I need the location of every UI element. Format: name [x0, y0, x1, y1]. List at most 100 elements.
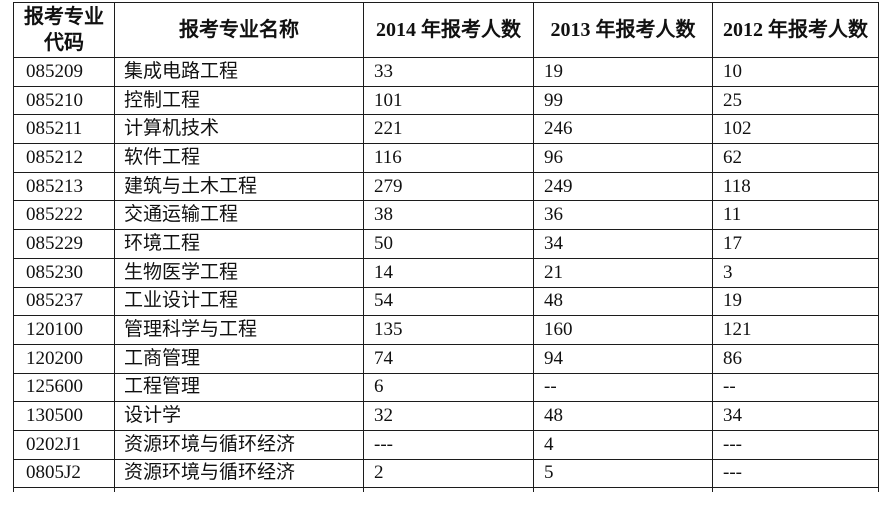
cell-2014-applicants: 32	[363, 401, 534, 431]
cell-major-name: 设计学	[114, 401, 364, 431]
cell-2014-applicants: 14	[363, 257, 534, 288]
cell-major-name: 环境工程	[114, 229, 364, 259]
cell-major-name: 生物医学工程	[114, 257, 364, 288]
cell-major-name: 建筑与土木工程	[114, 171, 364, 202]
cell-major-code: 085211	[13, 114, 115, 145]
table-row: 130500 设计学 32 48 34	[13, 401, 879, 431]
cell-2013-applicants: 160	[533, 315, 713, 345]
cell-2012-applicants: 19	[712, 286, 879, 317]
table-row: 120100 管理科学与工程 135 160 121	[13, 315, 879, 345]
table-row: 085222 交通运输工程 38 36 11	[13, 200, 879, 231]
cell-2012-applicants: 25	[712, 85, 879, 116]
table-row: 085209 集成电路工程 33 19 10	[13, 57, 879, 87]
col-header-2013-applicants: 2013 年报考人数	[533, 2, 713, 58]
table-row: 085213 建筑与土木工程 279 249 118	[13, 171, 879, 202]
cell-2013-applicants: 96	[533, 143, 713, 173]
cell-2012-applicants: 118	[712, 171, 879, 202]
col-header-2014-applicants: 2014 年报考人数	[363, 2, 534, 58]
cell-2012-applicants: 102	[712, 114, 879, 145]
cell-major-code: 120100	[13, 315, 115, 345]
table-body: 085209 集成电路工程 33 19 10 085210 控制工程 101 99 25 08521…	[13, 57, 879, 489]
header-row: 报考专业 代码 报考专业名称 2014 年报考人数 2013 年报考人数 201…	[13, 2, 879, 58]
cell-2012-applicants: 3	[712, 257, 879, 288]
cell-2012-applicants: 11	[712, 200, 879, 231]
table-row: 085212 软件工程 116 96 62	[13, 143, 879, 173]
cell-2014-applicants: ---	[363, 429, 534, 460]
cell-2013-applicants: 246	[533, 114, 713, 145]
cell-major-code: 120200	[13, 343, 115, 374]
cell-2014-applicants: 2	[363, 458, 534, 489]
table-row: 085229 环境工程 50 34 17	[13, 229, 879, 259]
cell-2012-applicants: 121	[712, 315, 879, 345]
col-header-major-code: 报考专业 代码	[13, 2, 115, 58]
cell-2013-applicants: 99	[533, 85, 713, 116]
cell-2014-applicants: 279	[363, 171, 534, 202]
cell-major-name: 工商管理	[114, 343, 364, 374]
table-row: 085230 生物医学工程 14 21 3	[13, 257, 879, 288]
cell-2013-applicants: 94	[533, 343, 713, 374]
table-footer	[13, 487, 879, 492]
cell-2012-applicants: ---	[712, 429, 879, 460]
cell-major-code: 125600	[13, 372, 115, 403]
table-row: 085210 控制工程 101 99 25	[13, 85, 879, 116]
col-header-2012-applicants: 2012 年报考人数	[712, 2, 879, 58]
table-row: 125600 工程管理 6 -- --	[13, 372, 879, 403]
cell-2014-applicants: 74	[363, 343, 534, 374]
cell-major-name: 交通运输工程	[114, 200, 364, 231]
cell-major-name: 集成电路工程	[114, 57, 364, 87]
table-row: 085211 计算机技术 221 246 102	[13, 114, 879, 145]
cell-major-code: 085212	[13, 143, 115, 173]
cell-2012-applicants: 17	[712, 229, 879, 259]
cell-2013-applicants: --	[533, 372, 713, 403]
cell-2012-applicants: 86	[712, 343, 879, 374]
cell-2013-applicants: 36	[533, 200, 713, 231]
cell-2013-applicants: 19	[533, 57, 713, 87]
cutoff-stub-cell	[114, 487, 364, 492]
cell-2013-applicants: 48	[533, 286, 713, 317]
cell-2013-applicants: 48	[533, 401, 713, 431]
cell-2014-applicants: 50	[363, 229, 534, 259]
cell-2012-applicants: 62	[712, 143, 879, 173]
cell-2014-applicants: 33	[363, 57, 534, 87]
cell-2014-applicants: 101	[363, 85, 534, 116]
cell-major-name: 资源环境与循环经济	[114, 458, 364, 489]
cell-major-code: 085210	[13, 85, 115, 116]
cell-major-name: 计算机技术	[114, 114, 364, 145]
cell-major-code: 130500	[13, 401, 115, 431]
cutoff-stub-cell	[712, 487, 879, 492]
cutoff-stub-cell	[363, 487, 534, 492]
table-row: 0805J2 资源环境与循环经济 2 5 ---	[13, 458, 879, 489]
cutoff-stub-cell	[533, 487, 713, 492]
cell-2014-applicants: 6	[363, 372, 534, 403]
cell-2012-applicants: ---	[712, 458, 879, 489]
cell-2014-applicants: 135	[363, 315, 534, 345]
table-header: 报考专业 代码 报考专业名称 2014 年报考人数 2013 年报考人数 201…	[13, 2, 879, 58]
cell-2012-applicants: 10	[712, 57, 879, 87]
cell-major-name: 工业设计工程	[114, 286, 364, 317]
cell-major-name: 资源环境与循环经济	[114, 429, 364, 460]
cell-2013-applicants: 4	[533, 429, 713, 460]
cutoff-row-stub	[13, 487, 879, 492]
cutoff-stub-cell	[13, 487, 115, 492]
cell-2014-applicants: 221	[363, 114, 534, 145]
cell-2013-applicants: 34	[533, 229, 713, 259]
cell-major-name: 管理科学与工程	[114, 315, 364, 345]
cell-2014-applicants: 38	[363, 200, 534, 231]
cell-major-code: 085237	[13, 286, 115, 317]
table-row: 120200 工商管理 74 94 86	[13, 343, 879, 374]
cell-major-code: 085230	[13, 257, 115, 288]
applicants-by-major-table: 报考专业 代码 报考专业名称 2014 年报考人数 2013 年报考人数 201…	[13, 2, 879, 492]
cell-major-code: 085209	[13, 57, 115, 87]
cell-2012-applicants: --	[712, 372, 879, 403]
cell-major-code: 085213	[13, 171, 115, 202]
cell-major-name: 工程管理	[114, 372, 364, 403]
cell-2012-applicants: 34	[712, 401, 879, 431]
col-header-major-code-line2: 代码	[44, 32, 84, 54]
cell-major-name: 控制工程	[114, 85, 364, 116]
cell-2013-applicants: 249	[533, 171, 713, 202]
cell-2014-applicants: 116	[363, 143, 534, 173]
table-row: 085237 工业设计工程 54 48 19	[13, 286, 879, 317]
cell-major-code: 0805J2	[13, 458, 115, 489]
cell-major-code: 085229	[13, 229, 115, 259]
